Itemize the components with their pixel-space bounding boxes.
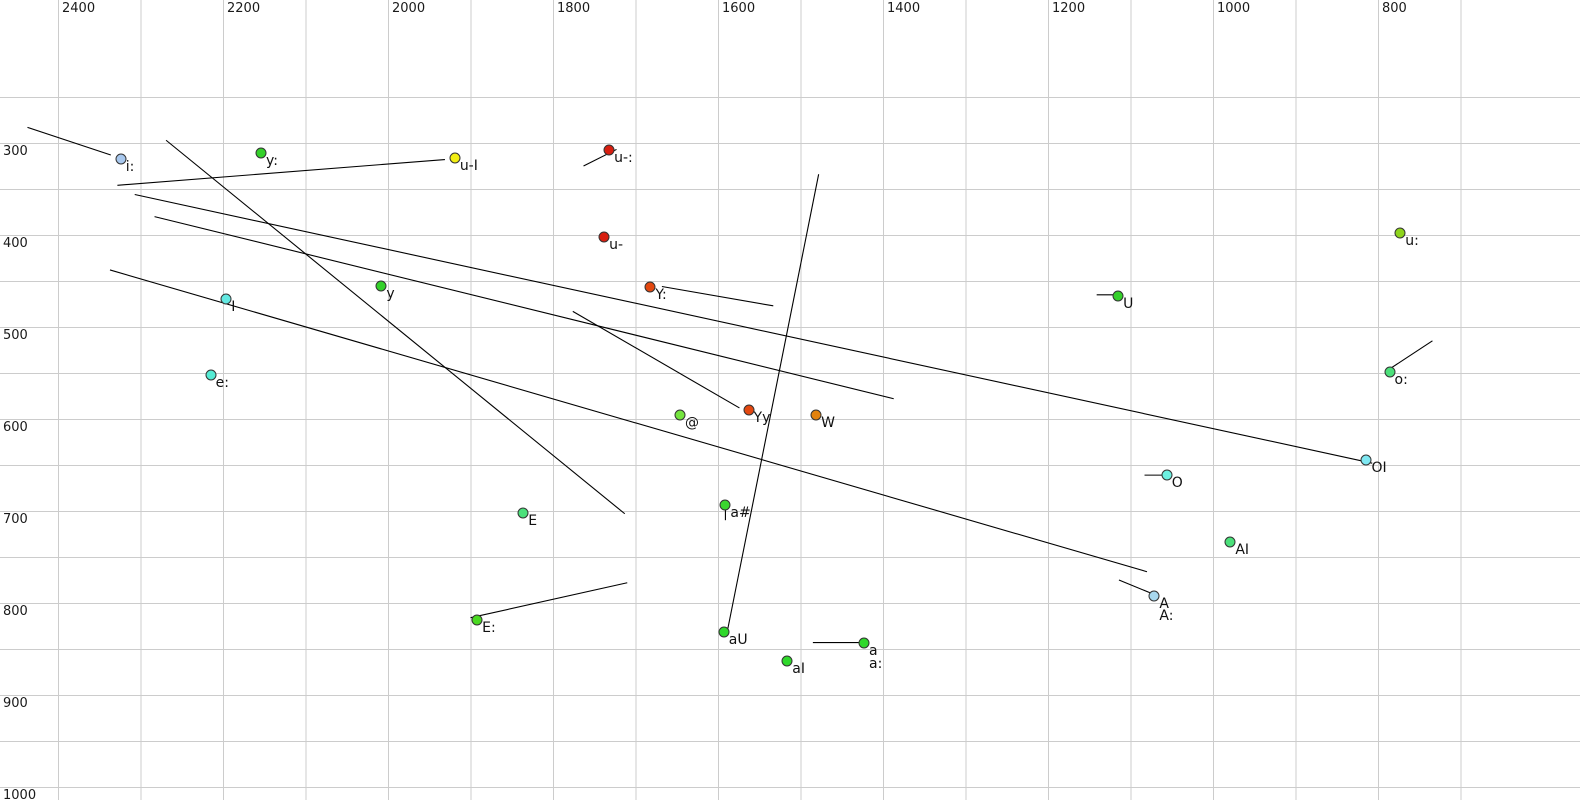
x-axis-tick-label: 2400 xyxy=(62,1,96,16)
y-axis-tick-label: 800 xyxy=(3,604,28,619)
x-axis-tick-label: 1800 xyxy=(557,1,591,16)
y-axis-tick-label: 300 xyxy=(3,144,28,159)
formant-trajectory-line xyxy=(109,269,1148,573)
y-axis-tick-label: 1000 xyxy=(3,788,37,800)
y-axis-tick-label: 700 xyxy=(3,512,28,527)
x-axis-tick-label: 2000 xyxy=(392,1,426,16)
formant-trajectory-line xyxy=(134,193,1373,464)
formant-trajectory-line xyxy=(27,126,111,156)
formant-trajectory-line xyxy=(470,582,628,619)
formant-trajectory-line xyxy=(165,139,626,515)
formant-trajectory-line xyxy=(117,159,445,186)
formant-trajectory-line xyxy=(572,310,740,409)
formant-trajectory-line xyxy=(1385,340,1433,372)
x-axis-tick-label: 1600 xyxy=(722,1,756,16)
y-axis-tick-label: 500 xyxy=(3,328,28,343)
y-axis-tick-label: 600 xyxy=(3,420,28,435)
y-axis-tick-label: 400 xyxy=(3,236,28,251)
formant-trajectory-line xyxy=(154,216,894,400)
formant-trajectory-line xyxy=(726,174,820,633)
y-axis-tick-label: 900 xyxy=(3,696,28,711)
formant-trajectory-line xyxy=(1118,579,1151,594)
formant-trajectory-line xyxy=(661,285,774,307)
formant-trajectory-line xyxy=(583,148,617,167)
x-axis-tick-label: 800 xyxy=(1382,1,1407,16)
x-axis-tick-label: 1400 xyxy=(887,1,921,16)
x-axis-tick-label: 1000 xyxy=(1217,1,1251,16)
x-axis-tick-label: 1200 xyxy=(1052,1,1086,16)
x-axis-tick-label: 2200 xyxy=(227,1,261,16)
